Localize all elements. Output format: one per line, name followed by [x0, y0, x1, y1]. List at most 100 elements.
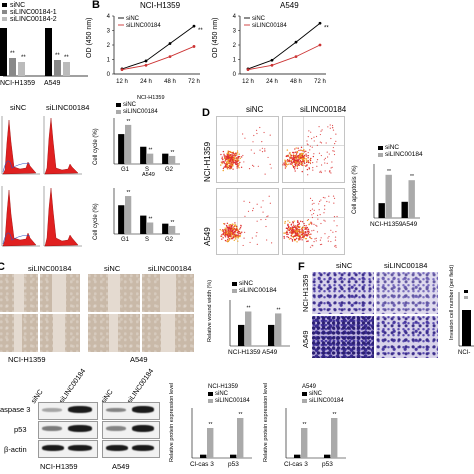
flow-event: [238, 155, 241, 158]
flow-event: [298, 229, 300, 231]
flow-event: [305, 237, 308, 240]
wb-bar-chart-a549: ** **: [285, 408, 346, 459]
wb-cell-a549: A549: [112, 462, 130, 471]
flow-event: [304, 234, 306, 236]
flow-event: [326, 162, 328, 164]
data-point: [192, 45, 196, 48]
series-line-0: [247, 22, 321, 70]
wound-photo-6: [142, 274, 194, 312]
panel-b-ylabel-1: OD (450 nm): [86, 17, 93, 58]
flow-event: [293, 229, 295, 231]
flow-event: [319, 243, 322, 246]
flow-event: [333, 150, 335, 152]
flow-event: [296, 229, 299, 231]
bar: [140, 146, 147, 164]
flow-event: [299, 153, 301, 155]
flow-event: [327, 237, 329, 239]
flow-event: [260, 218, 262, 221]
flow-event: [316, 231, 319, 233]
flow-event: [300, 157, 302, 159]
transwell-row-a549: A549: [301, 330, 310, 348]
flow-event: [294, 225, 297, 227]
data-point: [294, 40, 298, 44]
flow-event: [224, 166, 227, 168]
flow-event: [289, 152, 291, 154]
flow-event: [308, 130, 310, 132]
flow-event: [311, 223, 313, 225]
wound-label-h1359: NCI-H1359: [8, 355, 46, 364]
sig-marker: **: [277, 307, 281, 313]
flow-event: [291, 158, 294, 161]
flow-event: [316, 214, 319, 216]
flow-event: [256, 220, 258, 222]
flow-event: [333, 197, 336, 199]
flow-event: [292, 165, 295, 168]
flow-event: [252, 210, 254, 212]
flow-event: [312, 162, 314, 164]
flow-event: [229, 160, 232, 162]
flow-event: [233, 239, 235, 241]
flow-event: [291, 240, 294, 242]
legend-label: siLINC00184: [252, 23, 287, 29]
flow-event: [316, 225, 318, 227]
flow-event: [285, 155, 287, 158]
flow-event: [230, 236, 233, 238]
flow-event: [320, 154, 322, 157]
transwell-ylabel: Invasion cell number (per field): [449, 264, 455, 340]
flow-event: [297, 224, 299, 226]
flow-event: [330, 172, 332, 174]
flow-event: [226, 226, 228, 229]
bar: [238, 324, 245, 346]
cycle-legend-sinc: siNC: [123, 102, 136, 108]
flow-event: [283, 237, 286, 239]
flow-event: [224, 234, 226, 237]
flow-event: [269, 202, 271, 204]
flow-event: [300, 220, 302, 223]
flow-event: [259, 126, 261, 129]
data-point: [192, 24, 196, 28]
flow-event: [311, 137, 313, 140]
wound-photo-2: [40, 274, 80, 312]
flow-event: [293, 231, 296, 233]
data-point: [318, 21, 322, 25]
flow-event: [293, 226, 295, 229]
flow-event: [300, 153, 302, 155]
wb-band-12: [132, 445, 154, 451]
flow-event: [326, 151, 328, 153]
flow-event: [323, 212, 325, 214]
flow-event: [305, 158, 308, 160]
flow-event: [309, 237, 312, 239]
wb-row-p53: p53: [14, 425, 27, 434]
flow-event: [231, 155, 233, 157]
flow-event: [318, 126, 320, 128]
flow-event: [307, 234, 309, 236]
flow-event: [305, 161, 308, 164]
flow-event: [308, 231, 310, 234]
legend-label-si1: siLINC00184-1: [10, 9, 57, 16]
flow-event: [289, 160, 291, 163]
flow-event: [236, 229, 238, 231]
bar: [207, 428, 214, 458]
flow-event: [292, 161, 294, 163]
flow-event: [314, 238, 316, 240]
flow-event: [311, 214, 313, 216]
y-tick-label: 4: [107, 14, 111, 20]
flow-event: [312, 167, 314, 169]
wb-chart1-xtick-1: Cl-cas 3: [190, 461, 214, 468]
flow-event: [224, 155, 226, 157]
flow-event: [305, 160, 308, 162]
cycle-bar-chart-a549: ** G1 ** S ** G2: [113, 188, 180, 242]
histogram-a549-sinc: [1, 186, 40, 247]
apoptosis-ylabel: Cell apoptosis (%): [352, 165, 358, 214]
flow-event: [309, 161, 311, 164]
flow-event: [303, 149, 305, 151]
flow-event: [261, 147, 264, 149]
flow-event: [284, 162, 287, 164]
flow-event: [230, 167, 232, 170]
data-point: [318, 43, 322, 47]
flow-event: [310, 233, 312, 235]
flow-event: [335, 140, 337, 142]
transwell-photo-a549-si: [376, 316, 438, 358]
legend-swatch-si1: [2, 10, 7, 14]
